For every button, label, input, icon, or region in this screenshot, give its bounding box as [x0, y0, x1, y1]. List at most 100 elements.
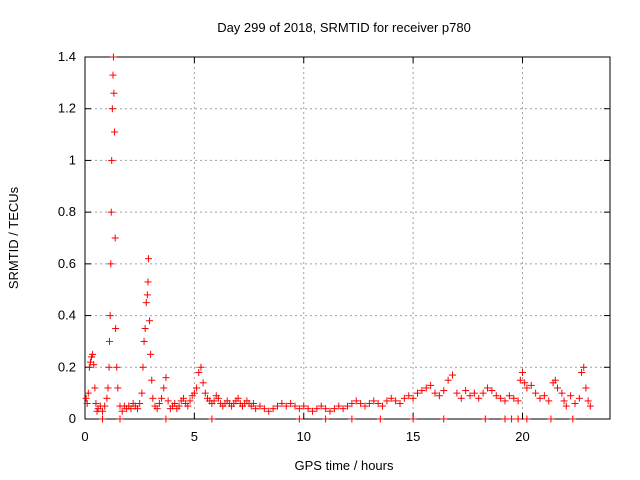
data-point: [214, 394, 222, 402]
data-point: [523, 384, 531, 392]
data-point: [365, 399, 373, 407]
data-point: [269, 405, 277, 413]
data-point: [370, 397, 378, 405]
data-point: [339, 405, 347, 413]
data-point: [540, 392, 548, 400]
data-point: [492, 392, 500, 400]
data-point: [142, 299, 150, 307]
data-point: [256, 402, 264, 410]
mark-layer: [82, 53, 594, 423]
data-point: [83, 399, 91, 407]
data-point: [144, 255, 152, 263]
data-point: [361, 402, 369, 410]
plot-frame: [84, 56, 611, 420]
data-point: [501, 415, 509, 423]
data-point: [193, 384, 201, 392]
data-point: [357, 399, 365, 407]
data-point: [171, 399, 179, 407]
data-point: [249, 399, 257, 407]
data-point: [317, 402, 325, 410]
data-point: [580, 363, 588, 371]
data-point: [527, 381, 535, 389]
y-tick-label: 0.8: [58, 204, 76, 219]
data-point: [584, 397, 592, 405]
data-point: [99, 407, 106, 415]
data-point: [383, 397, 391, 405]
data-point: [571, 399, 579, 407]
data-point: [453, 389, 461, 397]
data-point: [519, 368, 526, 376]
data-point: [326, 407, 334, 415]
y-tick-label: 0.6: [58, 256, 76, 271]
data-point: [104, 384, 112, 392]
data-point: [234, 394, 242, 402]
data-point: [322, 415, 330, 423]
data-point: [300, 402, 308, 410]
data-point: [147, 350, 155, 358]
data-point: [295, 405, 303, 413]
data-point: [387, 394, 395, 402]
data-point: [514, 397, 522, 405]
data-point: [418, 387, 426, 395]
y-tick-label: 1.2: [58, 101, 76, 116]
data-point: [162, 374, 170, 382]
data-point: [274, 402, 281, 410]
data-point: [116, 415, 124, 423]
data-point: [479, 389, 487, 397]
data-point: [400, 394, 408, 402]
y-tick-label: 1: [69, 152, 76, 167]
data-point: [134, 405, 141, 413]
data-point: [481, 415, 489, 423]
data-point: [330, 405, 338, 413]
data-point: [379, 402, 386, 410]
data-point: [344, 402, 351, 410]
data-point: [90, 361, 98, 369]
data-point: [101, 402, 109, 410]
data-point: [457, 394, 465, 402]
y-axis-label: SRMTID / TECUs: [6, 186, 21, 289]
data-point: [149, 394, 157, 402]
data-point: [514, 415, 522, 423]
x-tick-label: 20: [515, 429, 529, 444]
data-point: [138, 389, 146, 397]
data-point: [160, 384, 168, 392]
data-point: [91, 384, 99, 392]
data-point: [427, 381, 435, 389]
data-point: [143, 291, 151, 299]
data-point: [484, 384, 491, 392]
data-point: [107, 208, 115, 216]
data-point: [575, 394, 583, 402]
data-point: [466, 392, 474, 400]
data-point: [190, 389, 198, 397]
data-point: [475, 394, 483, 402]
x-axis-label: GPS time / hours: [295, 458, 394, 473]
data-point: [136, 399, 144, 407]
data-point: [148, 376, 156, 384]
data-point: [510, 394, 518, 402]
data-point: [435, 392, 443, 400]
data-point: [578, 368, 586, 376]
data-point: [352, 397, 360, 405]
data-point: [551, 376, 559, 384]
data-point: [184, 402, 192, 410]
x-tick-label: 15: [406, 429, 420, 444]
x-tick-label: 5: [191, 429, 198, 444]
data-point: [105, 363, 113, 371]
data-point: [414, 389, 421, 397]
data-point: [313, 405, 321, 413]
tick-layer: 0 0.2 0.4 0.6 0.8 1 1.2 1.4 0 5 10 15 20: [58, 49, 610, 444]
data-point: [109, 71, 117, 79]
data-point: [409, 394, 417, 402]
data-point: [162, 415, 170, 423]
data-point: [111, 234, 119, 242]
y-tick-label: 0.2: [58, 359, 76, 374]
data-point: [82, 394, 90, 402]
data-point: [291, 402, 299, 410]
data-point: [108, 105, 116, 113]
data-point: [536, 394, 544, 402]
data-point: [164, 397, 172, 405]
data-point: [348, 399, 356, 407]
data-point: [396, 399, 404, 407]
data-point: [348, 415, 356, 423]
data-point: [422, 384, 430, 392]
